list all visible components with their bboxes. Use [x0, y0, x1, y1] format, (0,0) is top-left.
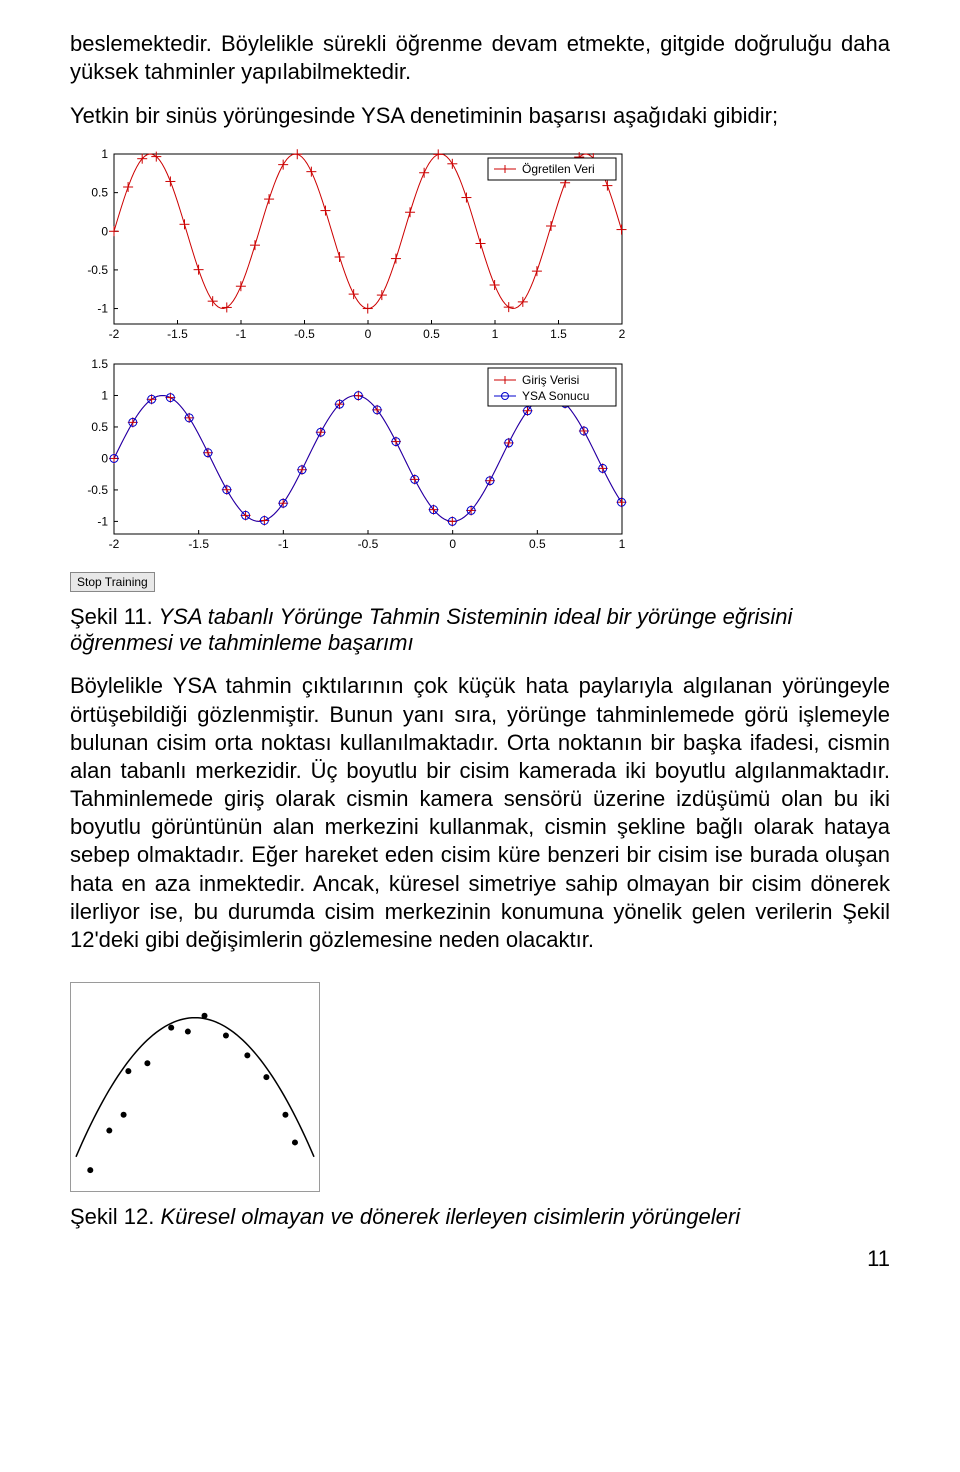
svg-text:0: 0: [365, 327, 372, 341]
svg-text:Ögretilen Veri: Ögretilen Veri: [522, 162, 595, 176]
svg-text:-0.5: -0.5: [358, 537, 379, 551]
svg-text:0.5: 0.5: [91, 186, 108, 200]
svg-text:1: 1: [101, 147, 108, 161]
svg-text:0.5: 0.5: [423, 327, 440, 341]
svg-text:-1: -1: [236, 327, 247, 341]
chart-training-data: -2 -1.5 -1 -0.5 0 0.5 1 1.5 2 -1 -0.5 0 0.5 1 Ögretile…: [70, 146, 890, 346]
svg-text:-1: -1: [97, 302, 108, 316]
figure-11-label: Şekil 11.: [70, 604, 153, 629]
svg-text:2: 2: [619, 327, 626, 341]
paragraph-main: Böylelikle YSA tahmin çıktılarının çok k…: [70, 672, 890, 954]
svg-text:-2: -2: [109, 327, 120, 341]
svg-text:-0.5: -0.5: [87, 483, 108, 497]
svg-text:0: 0: [101, 225, 108, 239]
svg-text:Giriş Verisi: Giriş Verisi: [522, 373, 579, 387]
svg-text:1.5: 1.5: [91, 357, 108, 371]
figure-12-caption: Şekil 12. Küresel olmayan ve dönerek ile…: [70, 1204, 890, 1230]
svg-text:YSA Sonucu: YSA Sonucu: [522, 389, 589, 403]
svg-text:-1.5: -1.5: [188, 537, 209, 551]
figure-11-caption: Şekil 11. YSA tabanlı Yörünge Tahmin Sis…: [70, 604, 890, 656]
svg-text:0: 0: [449, 537, 456, 551]
svg-text:-0.5: -0.5: [87, 263, 108, 277]
svg-text:0.5: 0.5: [91, 420, 108, 434]
svg-text:1: 1: [619, 537, 626, 551]
figure-12-text: Küresel olmayan ve dönerek ilerleyen cis…: [161, 1204, 741, 1229]
svg-text:-0.5: -0.5: [294, 327, 315, 341]
svg-text:1.5: 1.5: [550, 327, 567, 341]
figure-12-label: Şekil 12.: [70, 1204, 154, 1229]
svg-text:-1: -1: [97, 515, 108, 529]
svg-text:0: 0: [101, 452, 108, 466]
svg-text:1: 1: [101, 389, 108, 403]
paragraph-intro-1: beslemektedir. Böylelikle sürekli öğrenm…: [70, 30, 890, 86]
svg-text:-1.5: -1.5: [167, 327, 188, 341]
stop-training-button[interactable]: Stop Training: [70, 572, 155, 592]
svg-text:1: 1: [492, 327, 499, 341]
svg-text:-2: -2: [109, 537, 120, 551]
chart-ysa-result: -2 -1.5 -1 -0.5 0 0.5 1 -1 -0.5 0 0.5 1 1.5 Giriş Ver…: [70, 356, 890, 556]
chart-trajectory: [70, 982, 890, 1192]
page-number: 11: [70, 1246, 890, 1272]
figure-11-text: YSA tabanlı Yörünge Tahmin Sisteminin id…: [70, 604, 792, 655]
svg-text:-1: -1: [278, 537, 289, 551]
paragraph-intro-2: Yetkin bir sinüs yörüngesinde YSA deneti…: [70, 102, 890, 130]
svg-text:0.5: 0.5: [529, 537, 546, 551]
